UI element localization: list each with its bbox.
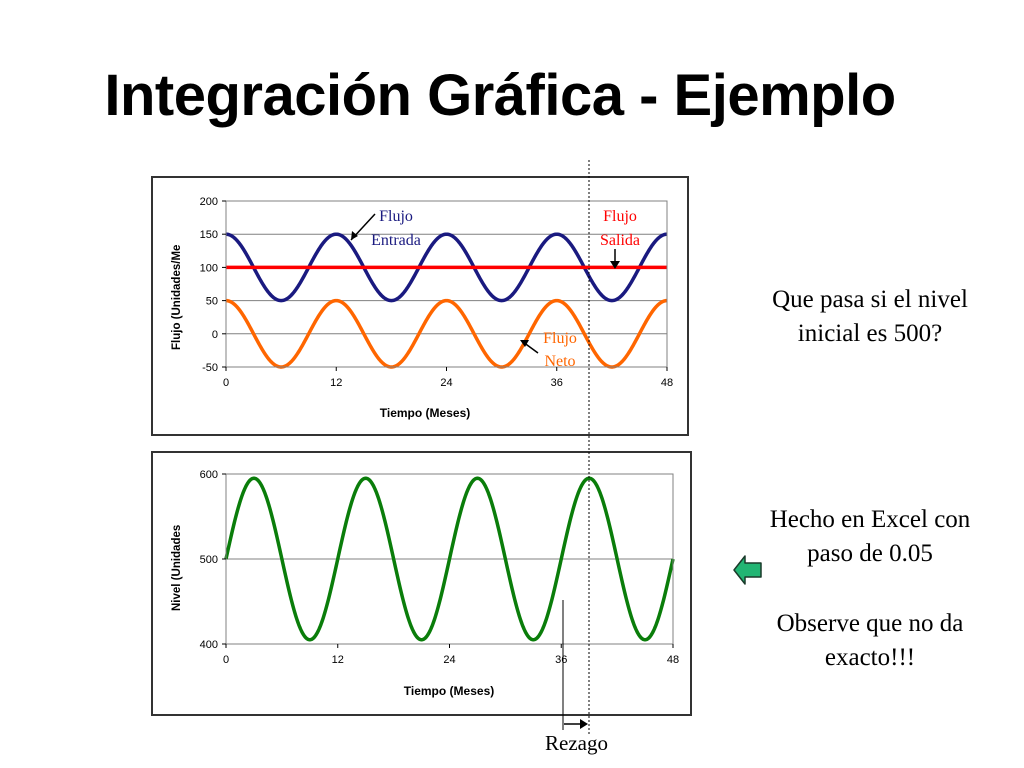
flow-chart-series	[225, 232, 668, 369]
flow-x-tick-label: 48	[661, 377, 673, 389]
level-chart-y-axis-label: Nivel (Unidades	[171, 525, 183, 611]
annotation-entrada-line1: Flujo	[379, 208, 413, 225]
annotation-neto-arrowhead	[520, 340, 529, 347]
level-y-tick-label: 400	[200, 639, 218, 651]
level-y-tick-label: 500	[200, 554, 218, 566]
level-x-tick-label: 36	[555, 654, 567, 666]
level-chart-svg: 400 500 600 0 12 24 36 48 Tiempo (Meses) Nivel…	[171, 469, 679, 698]
annotation-salida-line2: Salida	[600, 232, 640, 249]
series-line-flujo-entrada	[225, 232, 668, 303]
annotation-salida-arrowhead	[610, 261, 620, 269]
flow-chart-x-ticks: 0 12 24 36 48	[223, 367, 673, 389]
flow-y-tick-label: 0	[212, 329, 218, 341]
annotation-flujo-neto: Flujo Neto	[520, 330, 577, 370]
flow-x-tick-label: 12	[330, 377, 342, 389]
flow-x-tick-label: 36	[551, 377, 563, 389]
flow-chart-grid	[226, 200, 667, 368]
lag-arrowhead	[580, 719, 588, 729]
series-line-flujo-neto	[225, 298, 668, 369]
flow-chart: -50 0 50 100 150 200 0 12 24 36 48 Tiempo (Meses)…	[151, 176, 689, 436]
level-chart: 400 500 600 0 12 24 36 48 Tiempo (Meses) Nivel…	[151, 451, 692, 716]
flow-y-tick-label: 200	[200, 196, 218, 208]
annotation-flujo-salida: Flujo Salida	[600, 208, 640, 269]
flow-x-tick-label: 24	[440, 377, 452, 389]
excel-note: Hecho en Excel con paso de 0.05	[769, 506, 971, 567]
annotation-neto-line2: Neto	[544, 353, 575, 370]
series-line-nivel	[224, 476, 675, 642]
flow-chart-svg: -50 0 50 100 150 200 0 12 24 36 48 Tiempo (Meses)…	[171, 196, 673, 420]
level-chart-x-axis-label: Tiempo (Meses)	[404, 684, 494, 698]
flow-chart-y-axis-label: Flujo (Unidades/Me	[171, 245, 183, 350]
level-x-tick-label: 12	[332, 654, 344, 666]
lag-label: Rezago	[545, 731, 608, 755]
flow-chart-plot-area	[225, 200, 668, 368]
flow-y-tick-label: 150	[200, 229, 218, 241]
annotation-neto-line1: Flujo	[543, 330, 577, 347]
flow-chart-x-axis-label: Tiempo (Meses)	[380, 406, 470, 420]
level-x-tick-label: 48	[667, 654, 679, 666]
observe-note: Observe que no da exacto!!!	[776, 610, 964, 671]
level-chart-y-ticks: 400 500 600	[200, 469, 226, 651]
level-y-tick-label: 600	[200, 469, 218, 481]
annotation-entrada-arrowhead	[351, 231, 358, 240]
level-x-tick-label: 0	[223, 654, 229, 666]
annotation-salida-line1: Flujo	[603, 208, 637, 225]
annotation-entrada-line2: Entrada	[371, 232, 421, 249]
level-x-tick-label: 24	[443, 654, 455, 666]
level-chart-x-ticks: 0 12 24 36 48	[223, 644, 679, 666]
flow-chart-y-ticks: -50 0 50 100 150 200	[200, 196, 226, 374]
flow-y-tick-label: 100	[200, 262, 218, 274]
annotation-flujo-entrada: Flujo Entrada	[350, 208, 421, 249]
flow-x-tick-label: 0	[223, 377, 229, 389]
question-text: Que pasa si el nivel inicial es 500?	[772, 286, 968, 347]
back-arrow-icon[interactable]	[733, 553, 763, 587]
level-chart-series	[224, 476, 675, 642]
flow-y-tick-label: -50	[202, 362, 218, 374]
slide-title: Integración Gráfica - Ejemplo	[104, 63, 896, 128]
flow-y-tick-label: 50	[206, 296, 218, 308]
